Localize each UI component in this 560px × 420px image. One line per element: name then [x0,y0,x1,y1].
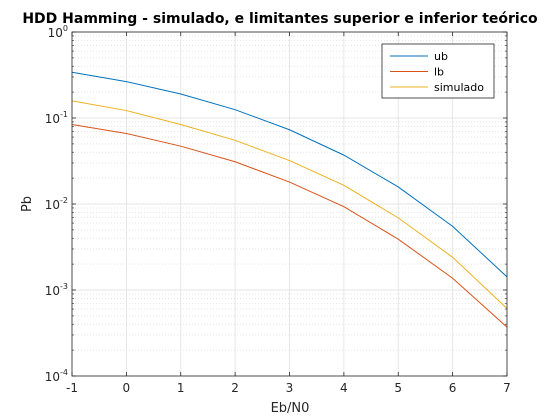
ticks [71,31,508,377]
y-tick-base: 10 [48,26,63,40]
y-tick-exponent: -3 [60,282,68,291]
legend: ub lb simulado [381,43,495,99]
series-line-ub [71,71,508,278]
legend-label-lb: lb [434,66,444,79]
y-tick-base: 10 [45,198,60,212]
y-tick-label: 10-1 [45,110,68,126]
x-tick-label: 5 [394,381,402,395]
x-tick-label: 7 [503,381,511,395]
y-tick-exponent: -4 [60,368,68,377]
series-line-simulado [71,100,508,309]
y-tick-exponent: -2 [60,196,68,205]
y-tick-label: 10-2 [45,196,68,212]
series-line-lb [71,124,508,328]
legend-label-simulado: simulado [434,81,484,94]
y-tick-base: 10 [45,284,60,298]
y-tick-exponent: -1 [60,110,68,119]
x-tick-label: 4 [340,381,348,395]
y-tick-exponent: 0 [63,24,68,33]
x-tick-label: 3 [286,381,294,395]
y-tick-label: 10-4 [45,368,68,384]
y-tick-base: 10 [45,370,60,384]
x-tick-label: 0 [123,381,131,395]
y-tick-base: 10 [45,112,60,126]
y-tick-label: 100 [48,24,68,40]
x-tick-labels: -1 0 1 2 3 4 5 6 7 [66,381,511,395]
x-axis-label: Eb/N0 [271,401,310,416]
x-tick-label: 2 [231,381,239,395]
y-tick-label: 10-3 [45,282,68,298]
x-tick-label: 1 [177,381,185,395]
x-tick-label: -1 [66,381,78,395]
x-tick-label: 6 [449,381,457,395]
plot-lines [71,71,508,328]
chart-title: HDD Hamming - simulado, e limitantes sup… [22,11,538,27]
y-axis-label: Pb [20,196,35,212]
legend-label-ub: ub [434,50,448,63]
